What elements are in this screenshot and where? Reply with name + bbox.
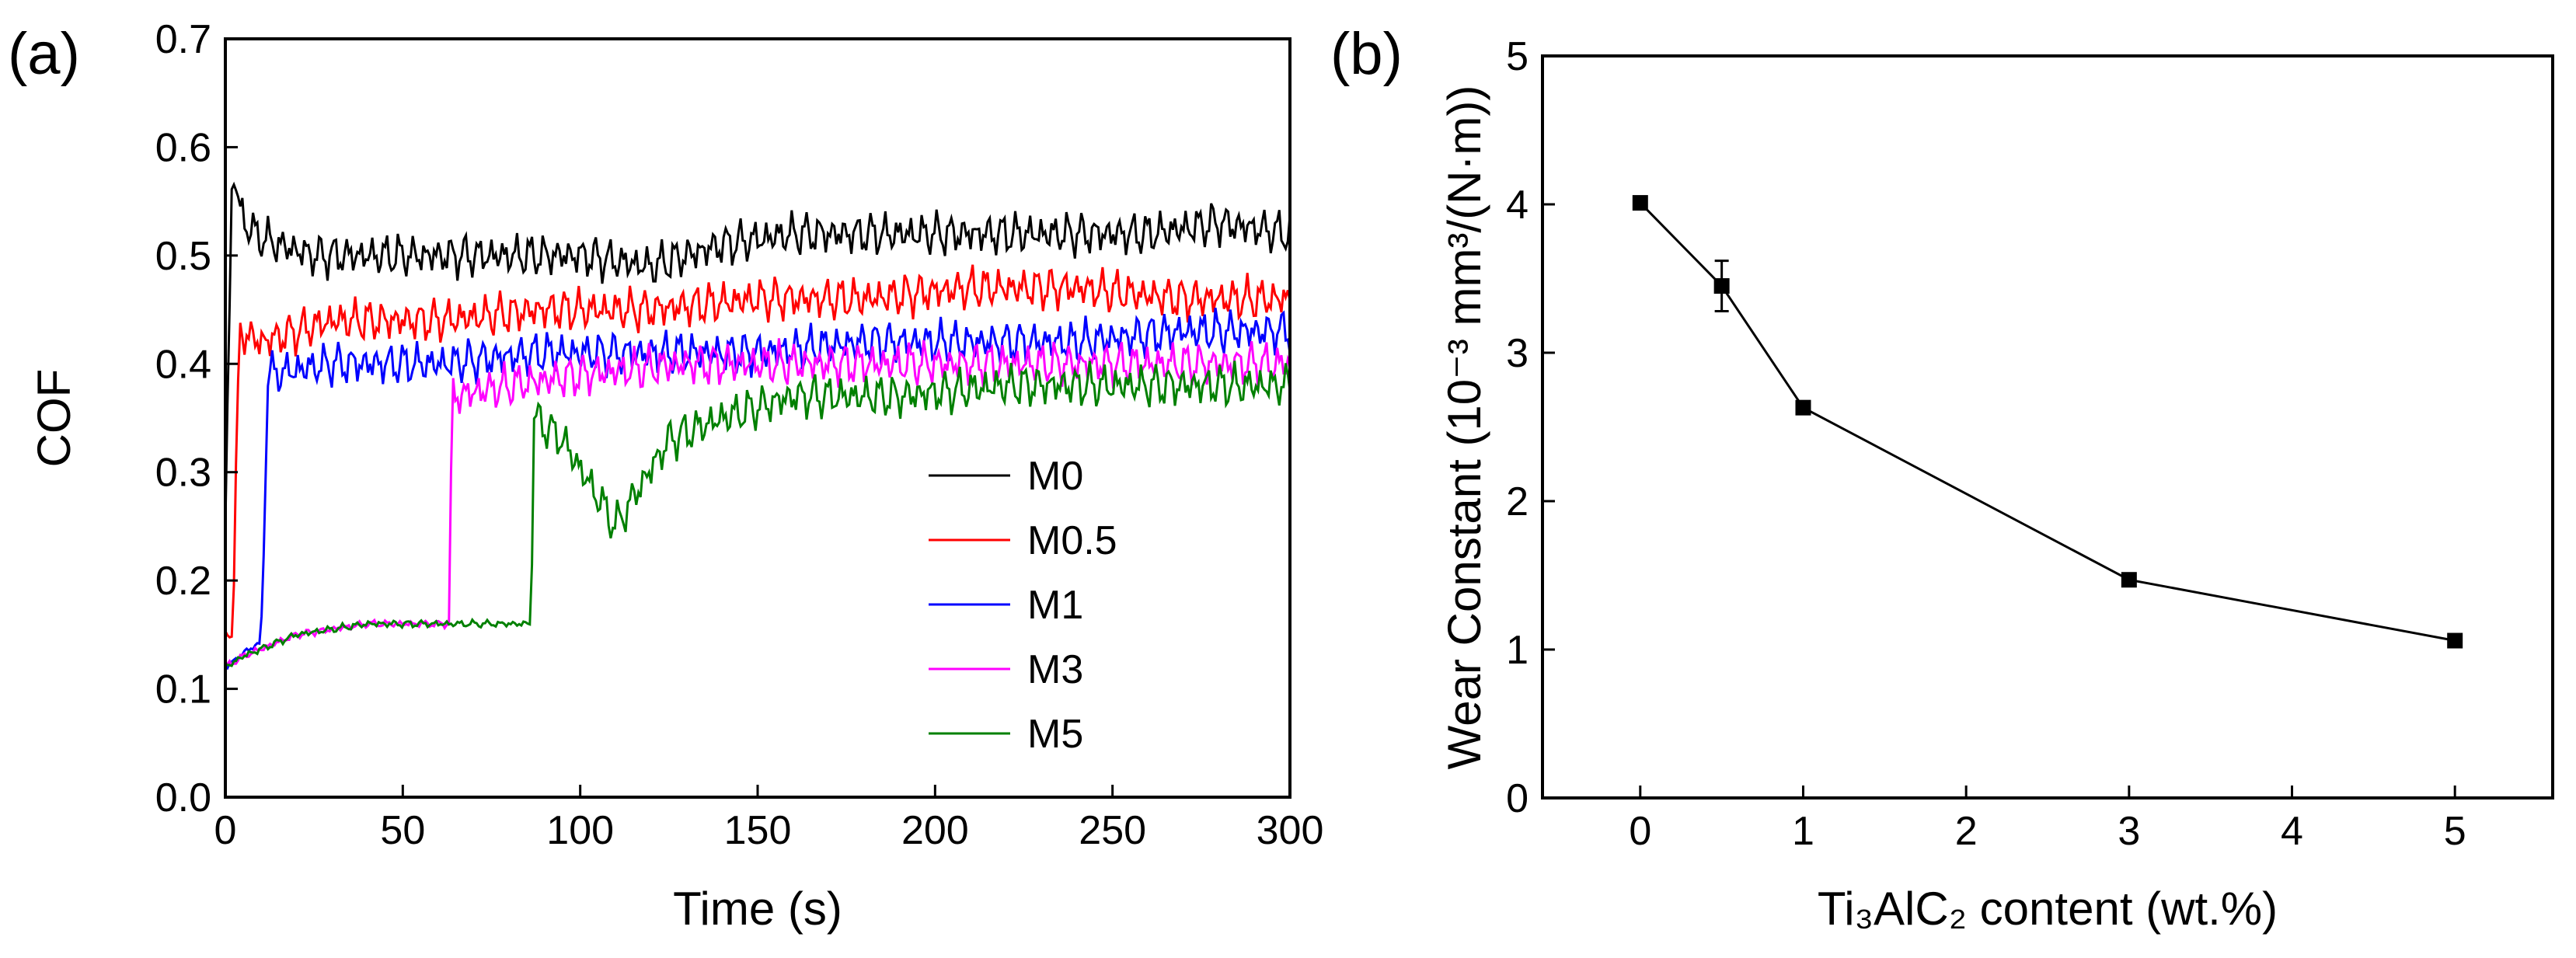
series-line-m5 bbox=[225, 361, 1291, 667]
panel-b-ytick-label: 2 bbox=[1506, 479, 1529, 524]
panel-b-xtick-label: 4 bbox=[2281, 809, 2303, 854]
wear-series-group bbox=[1632, 195, 2463, 649]
panel-b-xlabel: Ti₃AlC₂ content (wt.%) bbox=[1818, 883, 2278, 935]
panel-b-xtick-label: 0 bbox=[1629, 809, 1651, 854]
panel-b-ytick-label: 3 bbox=[1506, 331, 1529, 376]
panel-a-ytick-label: 0.0 bbox=[155, 775, 211, 820]
panel-b-ytick-label: 4 bbox=[1506, 183, 1529, 228]
legend-label-m3: M3 bbox=[1027, 647, 1083, 692]
panel-b-xtick-label: 1 bbox=[1792, 809, 1814, 854]
data-point-marker bbox=[2447, 632, 2463, 649]
data-point-marker bbox=[1713, 278, 1730, 294]
panel-a-xtick-label: 50 bbox=[380, 808, 425, 853]
panel-b-ytick-label: 0 bbox=[1506, 776, 1529, 821]
legend-label-m0: M0 bbox=[1027, 454, 1083, 499]
legend-label-m0-5: M0.5 bbox=[1027, 518, 1117, 563]
legend-label-m5: M5 bbox=[1027, 712, 1083, 757]
series-line-m3 bbox=[224, 338, 1291, 667]
series-line-m0-5 bbox=[224, 264, 1291, 639]
data-point-marker bbox=[1632, 195, 1648, 211]
panel-a-xtick-label: 100 bbox=[546, 808, 614, 853]
panel-a-label: (a) bbox=[8, 21, 80, 87]
panel-a-cof-chart: (a) 0 50 100 150 200 250 300 0.0 0.1 0.2 0.3 0.4 0.5… bbox=[8, 17, 1323, 935]
panel-a-xtick-label: 300 bbox=[1257, 808, 1324, 853]
panel-a-xtick-label: 250 bbox=[1079, 808, 1146, 853]
panel-b-ytick-label: 5 bbox=[1506, 34, 1529, 79]
panel-a-xlabel: Time (s) bbox=[673, 883, 842, 935]
panel-a-xtick-label: 150 bbox=[724, 808, 792, 853]
series-line-m0 bbox=[224, 181, 1291, 527]
legend-label-m1: M1 bbox=[1027, 583, 1083, 628]
panel-a-ytick-label: 0.2 bbox=[155, 559, 211, 604]
panel-a-ytick-label: 0.5 bbox=[155, 234, 211, 279]
panel-b-ytick-label: 1 bbox=[1506, 628, 1529, 673]
panel-a-legend: M0 M0.5 M1 M3 M5 bbox=[929, 454, 1117, 757]
panel-a-xtick-label: 0 bbox=[214, 808, 237, 853]
panel-b-frame bbox=[1541, 54, 2554, 799]
panel-a-ytick-label: 0.1 bbox=[155, 667, 211, 712]
panel-a-axes: 0 50 100 150 200 250 300 0.0 0.1 0.2 0.3 0.4 0.5 0.6 0… bbox=[155, 17, 1324, 853]
panel-b-label: (b) bbox=[1330, 21, 1403, 87]
panel-b-xtick-label: 3 bbox=[2118, 809, 2140, 854]
panel-a-ytick-label: 0.6 bbox=[155, 125, 211, 170]
cof-series-group bbox=[224, 181, 1291, 671]
data-point-marker bbox=[1795, 399, 1811, 416]
wear-constant-line bbox=[1639, 202, 2456, 642]
panel-a-ytick-label: 0.3 bbox=[155, 451, 211, 496]
panel-a-ytick-label: 0.4 bbox=[155, 342, 211, 387]
panel-a-ylabel: COF bbox=[28, 369, 80, 468]
panel-b-xtick-label: 2 bbox=[1955, 809, 1978, 854]
series-line-m1 bbox=[225, 307, 1291, 671]
panel-a-xtick-label: 200 bbox=[901, 808, 969, 853]
panel-a-ytick-label: 0.7 bbox=[155, 17, 211, 62]
panel-b-xtick-label: 5 bbox=[2444, 809, 2466, 854]
panel-b-axes: 0 1 2 3 4 5 0 1 2 3 4 5 bbox=[1506, 34, 2466, 854]
panel-b-ylabel: Wear Constant (10⁻³ mm³/(N·m)) bbox=[1438, 85, 1490, 770]
data-point-marker bbox=[2121, 572, 2137, 588]
